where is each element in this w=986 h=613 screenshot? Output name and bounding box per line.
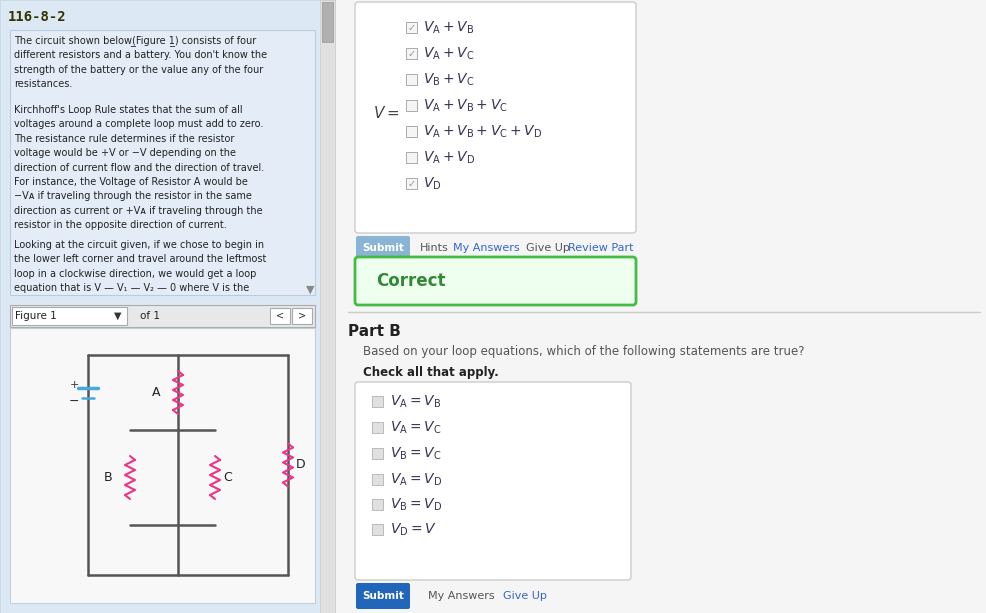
Text: A: A xyxy=(151,386,160,399)
Bar xyxy=(292,308,312,324)
Bar xyxy=(372,396,383,407)
Bar xyxy=(372,422,383,433)
Text: $V_{\rm A} + V_{\rm B} + V_{\rm C}$: $V_{\rm A} + V_{\rm B} + V_{\rm C}$ xyxy=(423,98,508,114)
Bar xyxy=(405,152,416,163)
Text: $V_{\rm B} + V_{\rm C}$: $V_{\rm B} + V_{\rm C}$ xyxy=(423,72,474,88)
Text: Kirchhoff's Loop Rule states that the sum of all
voltages around a complete loop: Kirchhoff's Loop Rule states that the su… xyxy=(14,105,264,230)
Text: C: C xyxy=(223,471,232,484)
Bar xyxy=(405,178,416,189)
Bar xyxy=(0,0,334,613)
FancyBboxPatch shape xyxy=(355,257,635,305)
Text: $V=$: $V=$ xyxy=(373,105,399,121)
Text: Give Up: Give Up xyxy=(503,591,546,601)
Text: >: > xyxy=(298,311,306,321)
Bar xyxy=(10,30,315,295)
Bar xyxy=(405,22,416,33)
Text: Based on your loop equations, which of the following statements are true?: Based on your loop equations, which of t… xyxy=(363,345,804,358)
Text: $V_{\rm D}$: $V_{\rm D}$ xyxy=(423,176,441,192)
Text: $V_{\rm A} = V_{\rm D}$: $V_{\rm A} = V_{\rm D}$ xyxy=(389,471,442,488)
Text: <: < xyxy=(276,311,284,321)
Bar xyxy=(405,126,416,137)
Text: Hints: Hints xyxy=(420,243,449,253)
Text: Looking at the circuit given, if we chose to begin in
the lower left corner and : Looking at the circuit given, if we chos… xyxy=(14,240,266,293)
Text: $V_{\rm D} = V$: $V_{\rm D} = V$ xyxy=(389,521,436,538)
Text: +: + xyxy=(69,380,79,390)
Bar xyxy=(372,474,383,485)
Text: ✓: ✓ xyxy=(407,48,415,58)
Bar xyxy=(319,0,334,613)
Text: ✓: ✓ xyxy=(407,178,415,189)
Text: −: − xyxy=(69,395,79,408)
Text: Give Up: Give Up xyxy=(526,243,569,253)
Text: of 1: of 1 xyxy=(140,311,160,321)
Bar xyxy=(10,328,315,603)
Text: ▼: ▼ xyxy=(114,311,121,321)
Text: Part B: Part B xyxy=(348,324,400,339)
Text: 116-8-2: 116-8-2 xyxy=(8,10,67,24)
Bar xyxy=(405,100,416,111)
Text: Submit: Submit xyxy=(362,591,403,601)
Text: $V_{\rm B} = V_{\rm D}$: $V_{\rm B} = V_{\rm D}$ xyxy=(389,497,442,512)
Text: My Answers: My Answers xyxy=(428,591,494,601)
Text: Check all that apply.: Check all that apply. xyxy=(363,366,498,379)
Text: ✓: ✓ xyxy=(407,23,415,32)
Bar xyxy=(270,308,290,324)
Text: $V_{\rm B} = V_{\rm C}$: $V_{\rm B} = V_{\rm C}$ xyxy=(389,445,441,462)
Bar xyxy=(10,305,315,327)
Text: B: B xyxy=(104,471,111,484)
Text: $V_{\rm A} + V_{\rm B}$: $V_{\rm A} + V_{\rm B}$ xyxy=(423,20,473,36)
Text: Correct: Correct xyxy=(376,272,445,290)
Text: $V_{\rm A} + V_{\rm D}$: $V_{\rm A} + V_{\rm D}$ xyxy=(423,150,474,166)
FancyBboxPatch shape xyxy=(355,382,630,580)
Bar xyxy=(321,2,332,42)
Text: The circuit shown below(̲Figure 1̲) consists of four
different resistors and a b: The circuit shown below(̲Figure 1̲) cons… xyxy=(14,35,267,89)
FancyBboxPatch shape xyxy=(356,583,409,609)
Text: $V_{\rm A} + V_{\rm B} + V_{\rm C} + V_{\rm D}$: $V_{\rm A} + V_{\rm B} + V_{\rm C} + V_{… xyxy=(423,124,541,140)
Bar xyxy=(12,307,127,325)
Text: $V_{\rm A} = V_{\rm C}$: $V_{\rm A} = V_{\rm C}$ xyxy=(389,419,441,436)
Bar xyxy=(372,499,383,510)
Text: Review Part: Review Part xyxy=(567,243,633,253)
Text: D: D xyxy=(296,459,306,471)
Bar xyxy=(405,48,416,59)
Text: ▼: ▼ xyxy=(306,285,314,295)
Bar xyxy=(372,448,383,459)
FancyBboxPatch shape xyxy=(356,236,409,260)
Text: $V_{\rm A} + V_{\rm C}$: $V_{\rm A} + V_{\rm C}$ xyxy=(423,46,474,62)
Bar xyxy=(405,74,416,85)
Bar xyxy=(372,524,383,535)
Text: $V_{\rm A} = V_{\rm B}$: $V_{\rm A} = V_{\rm B}$ xyxy=(389,394,441,409)
Text: Figure 1: Figure 1 xyxy=(15,311,56,321)
FancyBboxPatch shape xyxy=(355,2,635,233)
Text: Submit: Submit xyxy=(362,243,403,253)
Text: My Answers: My Answers xyxy=(453,243,519,253)
